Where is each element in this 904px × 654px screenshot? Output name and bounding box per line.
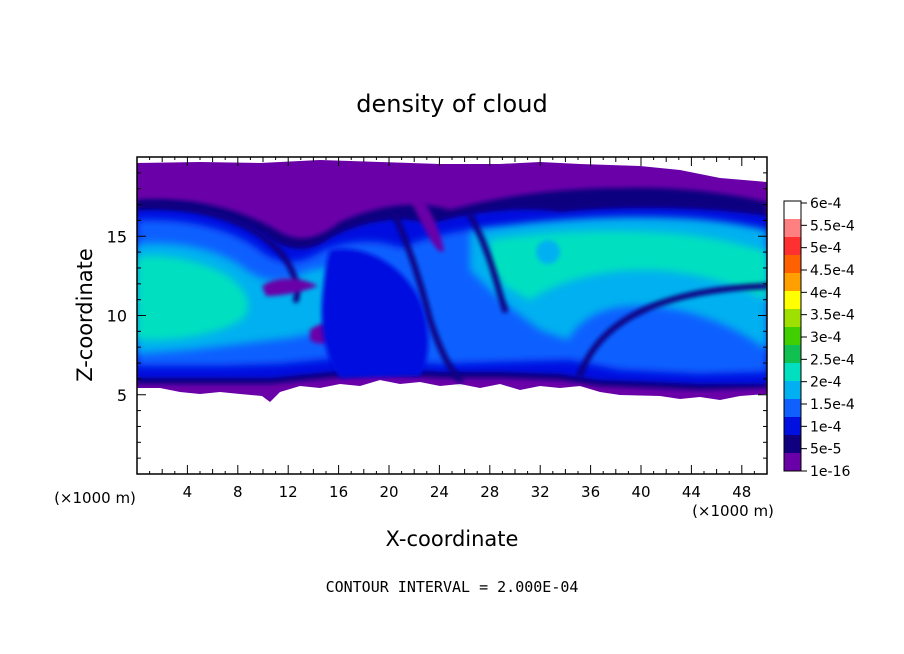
y-tick-label: 15 — [107, 227, 127, 246]
colorbar-label: 4.5e-4 — [810, 263, 855, 279]
colorbar-label: 3.5e-4 — [810, 308, 855, 324]
colorbar-swatch — [784, 327, 801, 346]
x-tick-label: 8 — [233, 483, 243, 501]
colorbar-labels: 6e-4 5.5e-4 5e-4 4.5e-4 4e-4 3.5e-4 3e-4 2.5e-4… — [801, 196, 855, 480]
colorbar-swatch — [784, 201, 801, 220]
cyan-swirl — [536, 240, 560, 264]
x-tick-label: 12 — [279, 483, 298, 501]
colorbar-swatch — [784, 219, 801, 238]
colorbar-label: 5e-4 — [810, 241, 842, 257]
axis-ticks — [137, 157, 767, 474]
colorbar-label: 5.5e-4 — [810, 218, 855, 234]
colorbar-label: 1.5e-4 — [810, 397, 855, 413]
colorbar-label: 2e-4 — [810, 375, 842, 391]
x-tick-labels: 4 8 12 16 20 24 28 32 36 40 44 48 — [183, 483, 752, 501]
colorbar-label: 3e-4 — [810, 330, 842, 346]
x-tick-label: 24 — [430, 483, 449, 501]
colorbar-swatch — [784, 417, 801, 436]
x-tick-label: 20 — [379, 483, 398, 501]
cyan-core-left — [137, 255, 248, 340]
colorbar-swatch — [784, 255, 801, 274]
colorbar-swatch — [784, 399, 801, 418]
contour-interval-note: CONTOUR INTERVAL = 2.000E-04 — [326, 578, 579, 596]
colorbar-swatch — [784, 291, 801, 310]
colorbar-label: 5e-5 — [810, 442, 841, 458]
x-tick-label: 16 — [329, 483, 348, 501]
colorbar-swatch — [784, 345, 801, 364]
x-unit-label: (×1000 m) — [692, 502, 774, 520]
core-blob — [321, 248, 429, 378]
x-tick-label: 36 — [581, 483, 600, 501]
colorbar-label: 1e-16 — [810, 464, 850, 480]
purple-intrusion-a — [262, 278, 318, 296]
filament-right — [467, 212, 508, 313]
y-tick-labels: 5 10 15 — [107, 227, 127, 405]
colorbar-swatch — [784, 381, 801, 400]
x-tick-label: 32 — [531, 483, 550, 501]
colorbar-swatch — [784, 309, 801, 328]
colorbar-swatch — [784, 273, 801, 292]
chart-title: density of cloud — [356, 90, 547, 118]
colorbar-frame — [783, 200, 802, 472]
colorbar-label: 6e-4 — [810, 196, 842, 212]
x-tick-label: 40 — [631, 483, 650, 501]
colorbar-label: 4e-4 — [810, 285, 842, 301]
colorbar-swatch — [784, 435, 801, 454]
x-tick-label: 4 — [183, 483, 193, 501]
y-tick-label: 10 — [107, 307, 127, 326]
y-unit-label: (×1000 m) — [54, 489, 136, 507]
x-tick-label: 44 — [682, 483, 701, 501]
colorbar-swatch — [784, 453, 801, 472]
colorbar-label: 1e-4 — [810, 419, 842, 435]
x-tick-label: 48 — [732, 483, 751, 501]
y-axis-title: Z-coordinate — [73, 248, 97, 382]
x-tick-label: 28 — [480, 483, 499, 501]
colorbar-label: 2.5e-4 — [810, 352, 855, 368]
filament-mid — [392, 212, 463, 383]
x-axis-title: X-coordinate — [386, 527, 519, 551]
filament-arc — [577, 283, 767, 378]
colorbar-swatch — [784, 237, 801, 256]
colorbar-swatch — [784, 363, 801, 382]
y-tick-label: 5 — [117, 386, 127, 405]
cloud-field — [137, 160, 767, 402]
colorbar — [783, 200, 802, 472]
purple-intrusion-c — [400, 170, 444, 252]
